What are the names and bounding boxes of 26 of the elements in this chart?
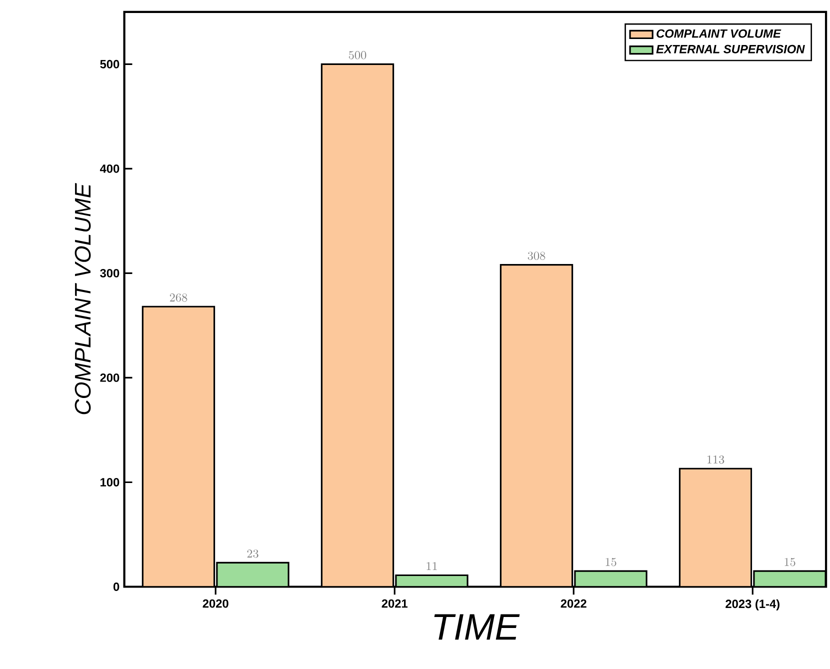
y-axis-title: COMPLAINT VOLUME [74, 183, 91, 414]
y-tick-label: 0 [114, 582, 120, 591]
x-tick-label: 2023 (1-4) [726, 599, 780, 610]
y-tick-label: 100 [100, 478, 120, 486]
legend-label: EXTERNAL SUPERVISION [656, 44, 805, 54]
x-tick-label: 2020 [202, 599, 228, 608]
x-axis-title: TIME [434, 614, 520, 640]
bar [216, 562, 290, 587]
data-label: 113 [707, 456, 724, 464]
data-label: 500 [348, 51, 366, 60]
bar [142, 306, 216, 587]
data-label: 23 [247, 550, 258, 558]
bar [678, 468, 752, 587]
y-tick-label: 200 [100, 373, 120, 382]
y-tick-label: 300 [100, 268, 120, 278]
legend-label: COMPLAINT VOLUME [656, 29, 782, 38]
y-tick-label: 400 [100, 164, 120, 173]
data-label: 15 [784, 558, 796, 566]
y-tick-label: 500 [100, 60, 120, 68]
bar [500, 264, 574, 587]
x-tick-label: 2022 [560, 599, 586, 608]
data-label: 268 [170, 294, 188, 302]
data-label: 11 [426, 562, 437, 570]
data-label: 308 [528, 252, 546, 260]
x-tick-label: 2021 [382, 599, 408, 608]
data-label: 15 [606, 558, 616, 566]
